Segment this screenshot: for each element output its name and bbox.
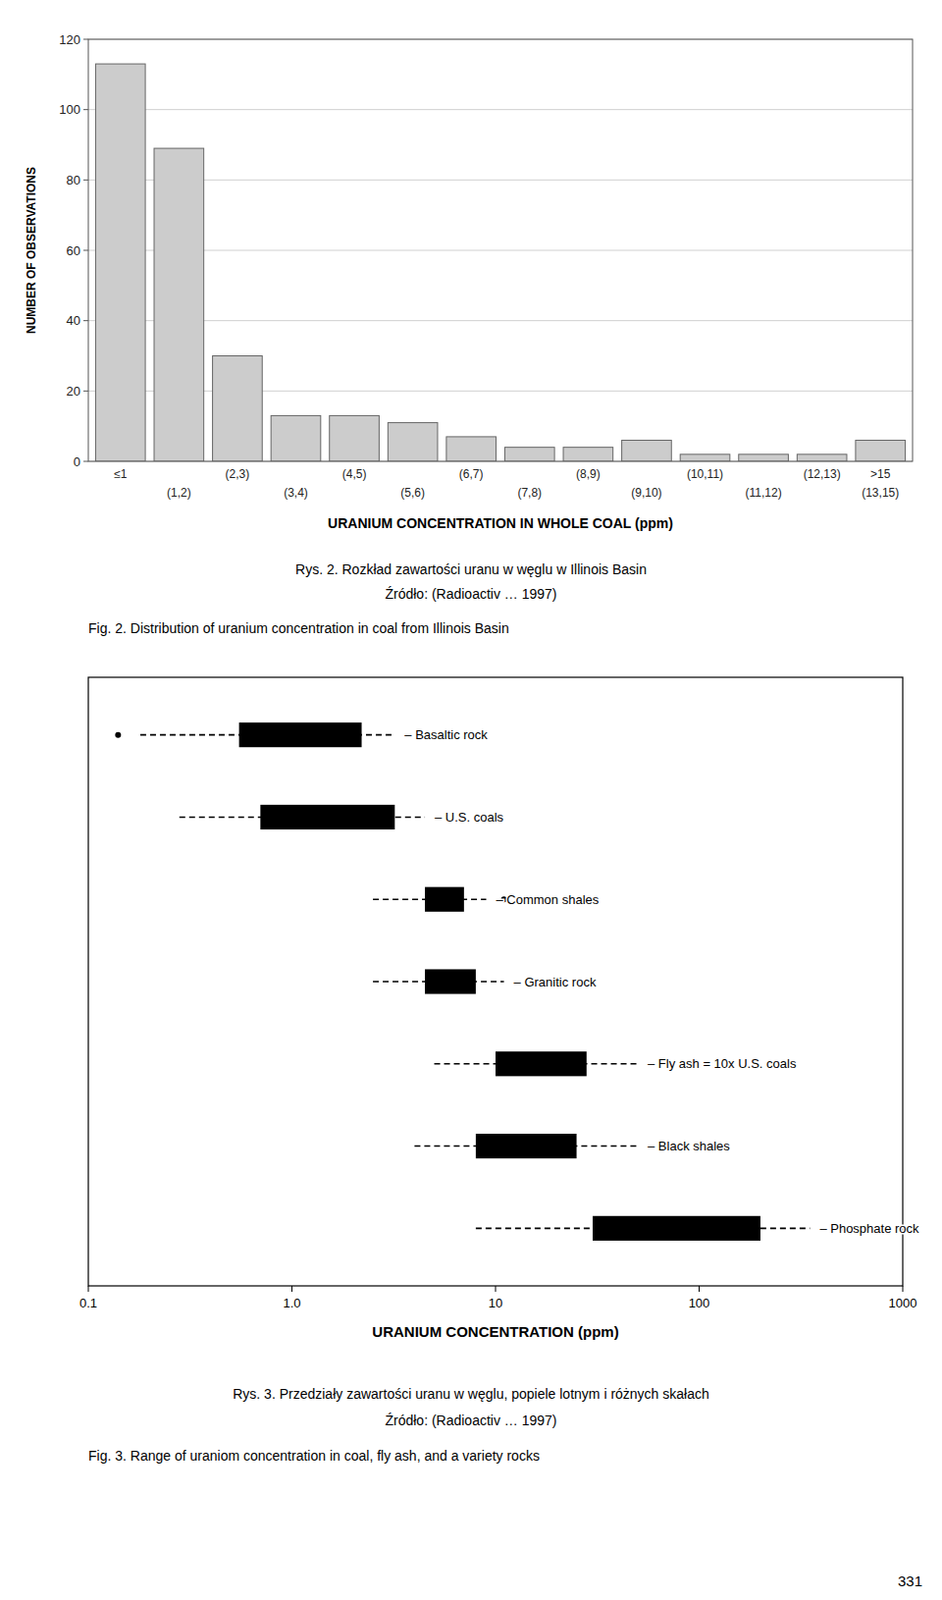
bar: [212, 356, 263, 463]
bar: [855, 440, 906, 463]
range-box: [424, 887, 465, 912]
y-tick-label: 120: [58, 32, 81, 48]
caption-source: Źródło: (Radioactiv … 1997): [384, 585, 557, 602]
plot-frame: [88, 677, 903, 1286]
x-tick: [902, 1285, 904, 1292]
y-tick: [83, 390, 89, 392]
y-tick: [83, 39, 89, 41]
bar: [504, 447, 555, 462]
x-tick: [88, 1285, 90, 1292]
bar: [796, 454, 847, 462]
row-label: – Fly ash = 10x U.S. coals: [647, 1055, 797, 1071]
x-tick-label: ≤1: [113, 467, 128, 481]
bar: [95, 63, 146, 462]
x-tick: [291, 1285, 293, 1292]
row-labels: – Basaltic rock – U.S. coals – Common shal…: [404, 727, 920, 1236]
page: 0 20 40 60 80 100 120 ≤1 (1,2) (2,3) (3,4) (4,5) (5,…: [0, 0, 942, 1600]
range-chart: 0.1 1.0 10 100 1000 URANIUM CONCENTRATION (pp…: [79, 677, 920, 1340]
plot-frame: [88, 39, 913, 462]
row-label: – Basaltic rock: [404, 727, 488, 742]
bar: [563, 447, 614, 462]
y-tick-label: 40: [66, 313, 81, 328]
bar: [680, 454, 731, 462]
range-box: [260, 804, 395, 830]
caption-source: Źródło: (Radioactiv … 1997): [384, 1412, 557, 1428]
x-tick-label: (1,2): [166, 485, 192, 500]
y-tick: [83, 319, 89, 321]
y-tick-label: 60: [66, 243, 81, 259]
row-label: – Granitic rock: [514, 974, 597, 990]
caption-english: Fig. 3. Range of uraniom concentration i…: [88, 1447, 540, 1464]
x-tick-label: 0.1: [79, 1295, 98, 1310]
caption-english: Fig. 2. Distribution of uranium concentr…: [88, 620, 510, 636]
bar: [270, 415, 321, 462]
x-tick-label: (7,8): [517, 485, 542, 500]
bar: [446, 436, 497, 462]
y-tick: [83, 179, 89, 181]
x-tick-label: (2,3): [225, 467, 251, 481]
range-point: [114, 732, 121, 738]
x-tick-label: (8,9): [575, 467, 601, 481]
x-tick-label: 100: [688, 1295, 711, 1310]
x-tick-label: (13,15): [861, 485, 899, 500]
x-tick-annotation: >15: [870, 467, 891, 481]
page-number: 331: [897, 1571, 923, 1589]
bars: [95, 63, 905, 462]
row-label: – U.S. coals: [434, 809, 505, 825]
y-axis-label: NUMBER OF OBSERVATIONS: [24, 166, 39, 334]
row-label: – Phosphate rock: [819, 1220, 920, 1236]
y-tick-label: 0: [73, 454, 81, 470]
x-tick-label: (12,13): [803, 467, 841, 481]
bar: [154, 148, 205, 462]
range-marks: [114, 722, 844, 1241]
grid-line: [88, 319, 913, 321]
range-box: [239, 722, 363, 747]
x-axis-label: URANIUM CONCENTRATION IN WHOLE COAL (ppm…: [327, 515, 674, 531]
histogram: 0 20 40 60 80 100 120 ≤1 (1,2) (2,3) (3,4) (4,5) (5,…: [24, 32, 913, 532]
row-label: – Common shales: [496, 891, 600, 907]
grid-line: [88, 108, 913, 110]
x-axis-label: URANIUM CONCENTRATION (ppm): [371, 1322, 619, 1340]
x-tick-label: (11,12): [745, 485, 783, 500]
x-tick-label: 1.0: [282, 1295, 301, 1310]
y-tick-label: 80: [66, 172, 81, 188]
row-label: – Black shales: [647, 1138, 731, 1153]
x-tick-label: (9,10): [630, 485, 662, 500]
grid-line: [88, 390, 913, 392]
x-tick-label: 1000: [889, 1295, 918, 1310]
bar: [738, 454, 789, 462]
y-tick: [83, 108, 89, 110]
y-tick: [83, 461, 89, 463]
caption-title: Rys. 2. Rozkład zawartości uranu w węglu…: [295, 561, 647, 577]
range-box: [424, 968, 476, 994]
caption-title: Rys. 3. Przedziały zawartości uranu w wę…: [232, 1385, 710, 1402]
x-tick-label: (6,7): [459, 467, 484, 481]
y-tick: [83, 250, 89, 252]
x-tick: [698, 1285, 700, 1292]
grid-line: [88, 179, 913, 181]
x-tick-label: (10,11): [686, 467, 724, 481]
y-tick-label: 20: [66, 383, 81, 399]
x-tick-label: (3,4): [283, 485, 309, 500]
range-box: [592, 1215, 761, 1241]
range-box: [475, 1133, 577, 1158]
x-tick-label: 10: [488, 1295, 503, 1310]
bar: [329, 415, 380, 462]
bar: [622, 440, 673, 463]
x-tick: [495, 1285, 497, 1292]
grid-line: [88, 250, 913, 252]
x-tick-label: (5,6): [400, 485, 425, 500]
bar: [387, 422, 438, 462]
x-tick-label: (4,5): [342, 467, 367, 481]
y-tick-label: 100: [58, 102, 81, 117]
range-box: [495, 1050, 587, 1076]
